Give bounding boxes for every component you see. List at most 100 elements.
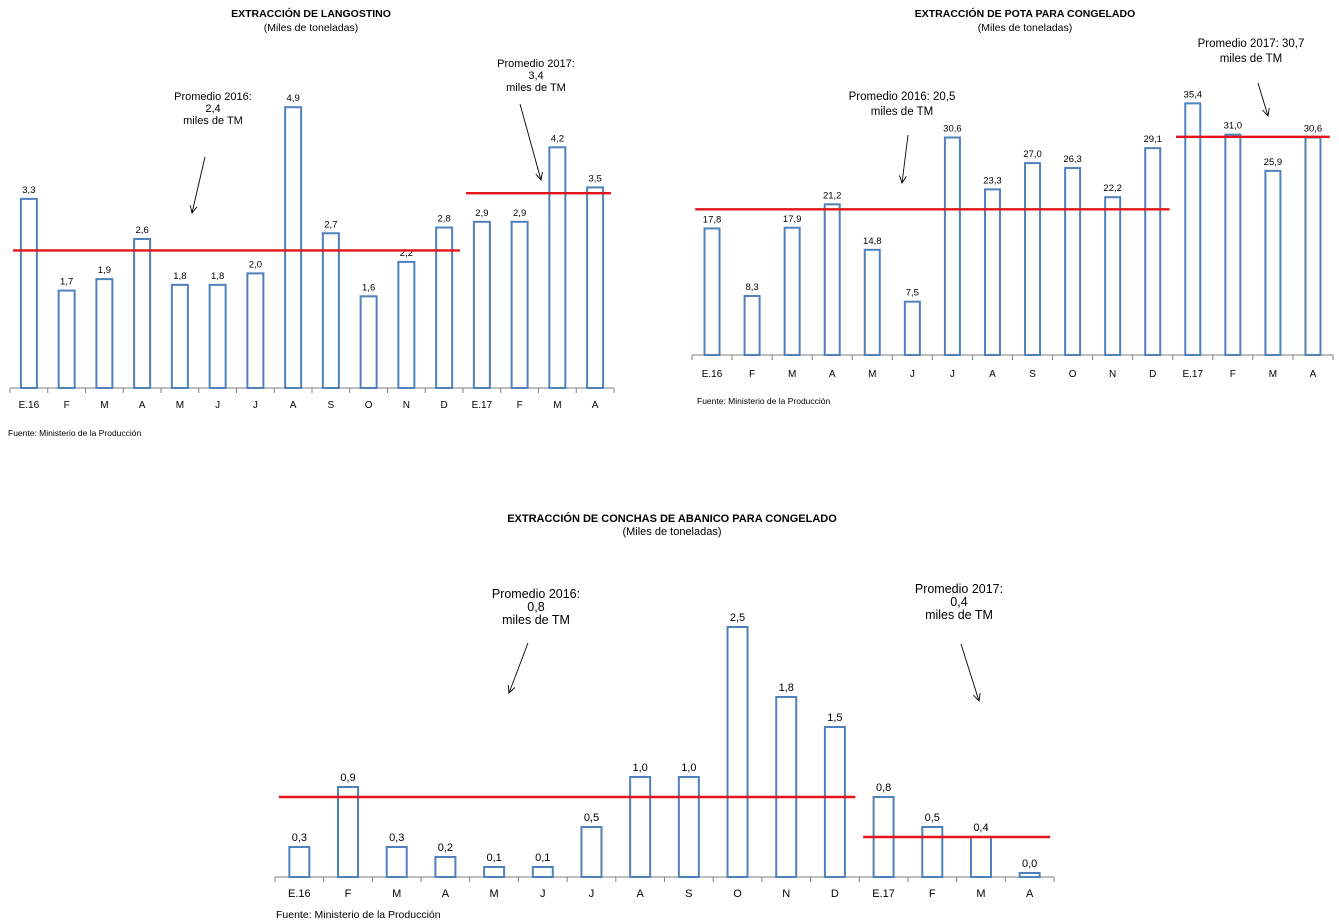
data-label: 0,9 xyxy=(340,772,355,784)
x-tick-label: M xyxy=(788,369,796,380)
data-label: 4,9 xyxy=(287,93,300,104)
bar xyxy=(359,295,378,389)
data-label: 27,0 xyxy=(1023,149,1042,160)
x-tick-label: M xyxy=(976,888,985,900)
bar xyxy=(531,866,554,878)
x-tick-label: E.17 xyxy=(1182,369,1203,380)
annotation-arrowhead xyxy=(507,684,516,694)
data-label: 0,5 xyxy=(584,812,599,824)
data-label: 35,4 xyxy=(1184,89,1203,100)
chart-source: Fuente: Ministerio de la Producción xyxy=(8,428,142,438)
x-tick-label: F xyxy=(64,400,70,411)
data-label: 1,9 xyxy=(98,265,111,276)
chart-title: EXTRACCIÓN DE POTA PARA CONGELADO xyxy=(915,7,1136,20)
data-label: 25,9 xyxy=(1264,157,1283,168)
data-label: 1,6 xyxy=(362,282,375,293)
data-label: 2,0 xyxy=(249,259,262,270)
average-annotation-2017: Promedio 2017: 3,4 miles de TM xyxy=(497,58,575,94)
x-tick-label: N xyxy=(1109,369,1116,380)
data-label: 2,5 xyxy=(730,612,745,624)
bar xyxy=(726,626,749,878)
annotation-arrow xyxy=(191,156,206,214)
x-tick-label: E.16 xyxy=(702,369,723,380)
data-label: 2,6 xyxy=(136,225,149,236)
data-label: 31,0 xyxy=(1224,121,1243,132)
bar xyxy=(823,726,846,878)
x-tick-label: M xyxy=(1269,369,1277,380)
chart-subtitle: (Miles de toneladas) xyxy=(264,22,359,34)
x-tick-label: J xyxy=(589,888,595,900)
data-label: 2,9 xyxy=(475,208,488,219)
x-tick-label: F xyxy=(929,888,936,900)
average-annotation-2016: Promedio 2016: 20,5 miles de TM xyxy=(849,91,956,118)
x-tick-label: A xyxy=(1026,888,1034,900)
x-tick-label: D xyxy=(831,888,839,900)
bar xyxy=(284,106,303,389)
annotation-arrow xyxy=(960,643,980,702)
x-tick-label: A xyxy=(139,400,146,411)
x-tick-label: D xyxy=(1149,369,1156,380)
bar xyxy=(580,826,603,878)
x-tick-label: M xyxy=(868,369,876,380)
bar xyxy=(1064,167,1082,356)
bar xyxy=(57,289,76,390)
bar xyxy=(823,203,841,356)
data-label: 1,8 xyxy=(211,271,224,282)
bar xyxy=(775,696,798,878)
bar xyxy=(472,220,491,389)
data-label: 26,3 xyxy=(1063,154,1082,165)
x-tick-label: M xyxy=(100,400,108,411)
chart-panel-1: EXTRACCIÓN DE LANGOSTINO (Miles de tonela… xyxy=(8,7,615,438)
chart-subtitle: (Miles de toneladas) xyxy=(978,22,1073,34)
bar xyxy=(743,295,761,357)
data-label: 0,1 xyxy=(486,852,501,864)
x-tick-label: A xyxy=(1310,369,1317,380)
x-tick-label: F xyxy=(749,369,755,380)
bar xyxy=(1018,872,1041,878)
chart-title: EXTRACCIÓN DE LANGOSTINO xyxy=(231,7,391,20)
annotation-arrowhead xyxy=(535,172,543,181)
data-label: 1,8 xyxy=(173,271,186,282)
data-label: 0,3 xyxy=(292,832,307,844)
x-tick-label: F xyxy=(345,888,352,900)
chart-panel-3: EXTRACCIÓN DE CONCHAS DE ABANICO PARA CO… xyxy=(274,512,1055,921)
data-label: 8,3 xyxy=(745,282,758,293)
data-label: 2,9 xyxy=(513,208,526,219)
x-tick-label: F xyxy=(1230,369,1236,380)
x-tick-label: E.16 xyxy=(19,400,40,411)
data-label: 1,0 xyxy=(633,762,648,774)
data-label: 2,2 xyxy=(400,248,413,259)
x-tick-label: E.17 xyxy=(472,400,493,411)
bar xyxy=(170,283,189,390)
bar xyxy=(629,776,652,878)
data-label: 2,8 xyxy=(438,214,451,225)
data-label: 1,5 xyxy=(827,712,842,724)
bar xyxy=(510,220,529,389)
x-tick-label: J xyxy=(910,369,915,380)
bar xyxy=(337,786,360,878)
bar xyxy=(19,197,38,389)
x-tick-label: D xyxy=(441,400,448,411)
bar xyxy=(1264,169,1282,356)
x-tick-label: E.17 xyxy=(872,888,895,900)
annotation-arrow xyxy=(508,642,529,694)
data-label: 4,2 xyxy=(551,133,564,144)
data-label: 29,1 xyxy=(1143,134,1162,145)
annotation-arrowhead xyxy=(899,175,907,185)
data-label: 1,7 xyxy=(60,277,73,288)
average-annotation-2017: Promedio 2017: 30,7 miles de TM xyxy=(1198,38,1305,65)
data-label: 30,6 xyxy=(943,123,962,134)
bar xyxy=(321,232,340,389)
data-label: 7,5 xyxy=(906,288,919,299)
annotation-arrowhead xyxy=(189,205,198,215)
bar xyxy=(246,272,265,389)
x-tick-label: M xyxy=(553,400,561,411)
average-annotation-2017: Promedio 2017: 0,4 miles de TM xyxy=(915,582,1003,622)
x-tick-label: J xyxy=(253,400,258,411)
chart-title: EXTRACCIÓN DE CONCHAS DE ABANICO PARA CO… xyxy=(507,512,837,525)
bar xyxy=(208,283,227,390)
x-tick-label: J xyxy=(950,369,955,380)
data-label: 0,1 xyxy=(535,852,550,864)
bar xyxy=(288,846,311,878)
